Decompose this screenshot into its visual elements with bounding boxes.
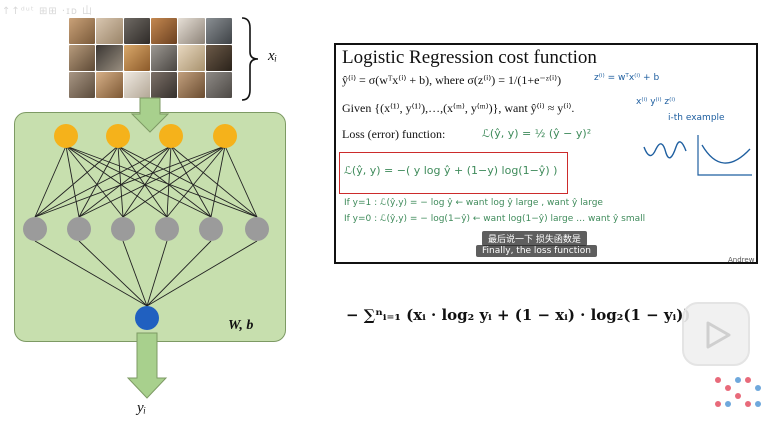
network-edge — [117, 145, 258, 218]
cat-thumbnail — [178, 72, 205, 98]
input-node — [213, 124, 237, 148]
network-edge — [166, 145, 226, 218]
loss-formula: − ∑ⁿᵢ₌₁ (xᵢ · log₂ yᵢ + (1 − xᵢ) · log₂(… — [346, 306, 691, 324]
network-edge — [122, 240, 148, 307]
lecture-slide: Logistic Regression cost function ŷ⁽ⁱ⁾ =… — [334, 43, 758, 264]
network-edge — [122, 145, 172, 218]
hidden-node — [67, 217, 91, 241]
slide-line-loss-label: Loss (error) function: — [342, 127, 446, 141]
cat-thumbnail — [178, 18, 205, 44]
network-edge — [78, 145, 226, 218]
hidden-node — [155, 217, 179, 241]
input-node — [106, 124, 130, 148]
network-edge — [170, 145, 212, 218]
hidden-node — [111, 217, 135, 241]
network-edge — [224, 145, 258, 218]
cat-thumbnail — [205, 45, 232, 71]
right-brace-icon — [241, 17, 259, 101]
network-edge — [117, 145, 124, 218]
hidden-node — [199, 217, 223, 241]
handwritten-z-definition: z⁽ⁱ⁾ = wᵀx⁽ⁱ⁾ + b — [594, 73, 660, 83]
cat-thumbnail — [69, 18, 96, 44]
network-edge — [78, 145, 172, 218]
handwritten-case-y1: If y=1 : ℒ(ŷ,y) = − log ŷ ← want log ŷ l… — [344, 198, 603, 208]
handwritten-loss-function: ℒ(ŷ, y) = −( y log ŷ + (1−y) log(1−ŷ) ) — [344, 164, 558, 177]
network-edge — [34, 145, 67, 218]
output-label: yᵢ — [137, 400, 147, 416]
cat-thumbnail — [123, 45, 150, 71]
network-edge — [146, 240, 258, 307]
cat-thumbnail — [178, 45, 205, 71]
cat-thumbnail — [123, 72, 150, 98]
network-edge — [65, 145, 124, 218]
network-edge — [65, 145, 80, 218]
hidden-node — [23, 217, 47, 241]
network-edge — [146, 240, 168, 307]
hidden-node — [245, 217, 269, 241]
cat-thumbnail — [151, 45, 178, 71]
network-edge — [65, 145, 258, 218]
network-edge — [166, 145, 172, 218]
network-edge — [146, 240, 212, 307]
cat-thumbnail — [205, 72, 232, 98]
neural-network-diagram — [23, 97, 269, 399]
network-edge — [78, 145, 119, 218]
output-arrow-icon — [126, 332, 168, 399]
network-edge — [78, 240, 148, 307]
network-edge — [210, 145, 226, 218]
network-edge — [170, 145, 258, 218]
cat-image-grid — [69, 18, 232, 98]
subtitle-chinese: 最后说一下 损失函数是 — [482, 231, 587, 246]
slide-line-given: Given {(x⁽¹⁾, y⁽¹⁾),…,(x⁽ᵐ⁾, y⁽ᵐ⁾)}, wan… — [342, 101, 575, 115]
bilibili-tv-icon — [715, 377, 761, 407]
network-edge — [65, 145, 168, 218]
handwritten-vars: x⁽ⁱ⁾ y⁽ⁱ⁾ z⁽ⁱ⁾ — [636, 97, 676, 107]
play-button[interactable] — [682, 302, 750, 366]
input-label: xᵢ — [268, 48, 278, 64]
network-edge — [65, 145, 212, 218]
play-icon — [706, 321, 731, 349]
network-diagram-box — [14, 112, 286, 342]
network-edge — [34, 145, 172, 218]
weights-label: W, b — [228, 318, 254, 333]
slide-line-sigmoid: ŷ⁽ⁱ⁾ = σ(wᵀx⁽ⁱ⁾ + b), where σ(z⁽ⁱ⁾) = 1/… — [342, 73, 562, 87]
cat-thumbnail — [151, 72, 178, 98]
slide-title: Logistic Regression cost function — [342, 47, 597, 68]
input-node — [54, 124, 78, 148]
loss-highlight-box — [339, 152, 568, 194]
network-edge — [117, 145, 168, 218]
handwritten-curve-sketches — [643, 135, 752, 176]
handwritten-example-note: i-th example — [668, 113, 725, 123]
handwritten-squared-error: ℒ(ŷ, y) = ½ (ŷ − y)² — [482, 127, 592, 140]
network-edge — [34, 145, 226, 218]
output-node — [135, 306, 159, 330]
network-edge — [34, 240, 148, 307]
network-edge — [122, 145, 226, 218]
cat-thumbnail — [96, 45, 123, 71]
input-node — [159, 124, 183, 148]
cat-thumbnail — [96, 72, 123, 98]
cat-thumbnail — [123, 18, 150, 44]
cat-thumbnail — [205, 18, 232, 44]
cat-thumbnail — [151, 18, 178, 44]
input-arrow-icon — [130, 97, 170, 133]
cat-thumbnail — [69, 72, 96, 98]
cat-thumbnail — [69, 45, 96, 71]
handwritten-case-y0: If y=0 : ℒ(ŷ,y) = − log(1−ŷ) ← want log(… — [344, 214, 646, 224]
network-edge — [117, 145, 212, 218]
cat-thumbnail — [96, 18, 123, 44]
network-edge — [34, 145, 119, 218]
subtitle-english: Finally, the loss function — [476, 245, 597, 257]
watermark-text: ↑↑ᵈᵘᵗ ⊞⊞ ·ɪᴅ 山 — [2, 6, 94, 17]
slide-author: Andrew — [728, 256, 755, 264]
